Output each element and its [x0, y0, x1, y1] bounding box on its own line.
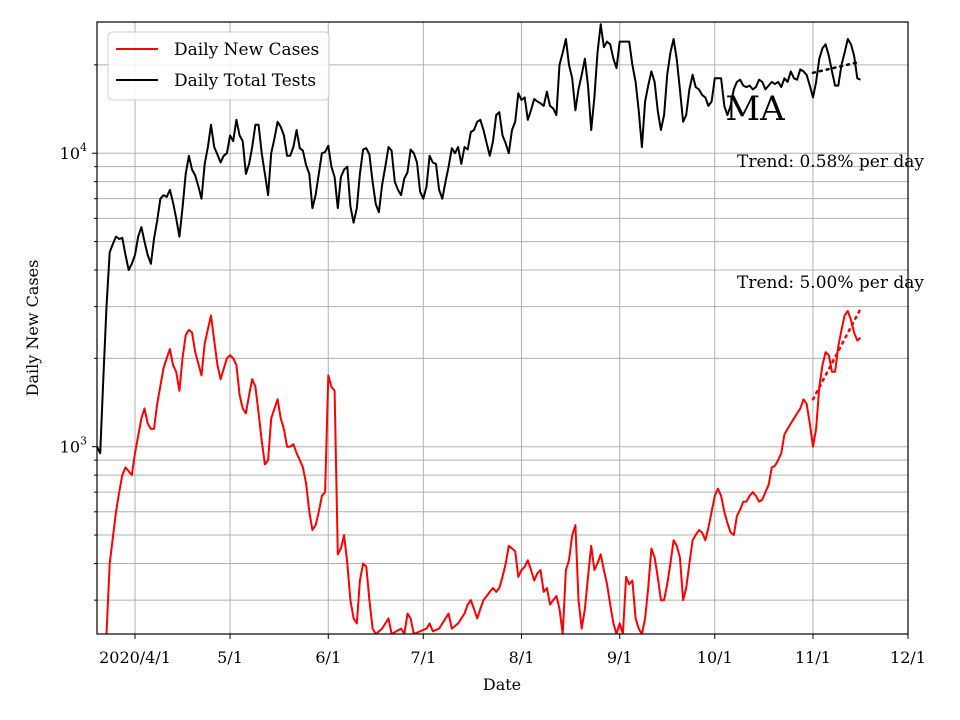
series-layer [97, 23, 862, 634]
y-tick-label: 104 [60, 141, 87, 163]
y-axis-label: Daily New Cases [23, 260, 42, 397]
legend-label-tests: Daily Total Tests [174, 71, 316, 91]
x-axis: 2020/4/1 5/1 6/1 7/1 8/1 9/1 10/1 11/1 12/1 [99, 634, 926, 667]
trend-line-cases [811, 307, 862, 401]
x-tick-label: 2020/4/1 [99, 648, 171, 667]
x-axis-label: Date [483, 675, 521, 694]
legend-box [107, 31, 330, 101]
tests-trend-annotation: Trend: 0.58% per day [737, 152, 924, 172]
x-tick-label: 7/1 [410, 648, 436, 667]
series-line-daily-new-cases [105, 310, 862, 634]
x-tick-label: 11/1 [795, 648, 831, 667]
x-tick-label: 8/1 [509, 648, 535, 667]
y-tick-label: 103 [60, 435, 87, 457]
legend-label-cases: Daily New Cases [174, 40, 319, 60]
x-tick-label: 6/1 [315, 648, 341, 667]
state-label: MA [725, 89, 785, 129]
x-tick-label: 5/1 [217, 648, 243, 667]
x-tick-label: 10/1 [697, 648, 733, 667]
trend-line-tests [811, 60, 862, 75]
legend: Daily New Cases Daily Total Tests [107, 31, 330, 101]
series-line-daily-total-tests [97, 23, 861, 455]
y-axis: 103 104 [60, 64, 97, 601]
x-tick-label: 12/1 [890, 648, 926, 667]
cases-trend-annotation: Trend: 5.00% per day [737, 273, 924, 293]
x-tick-label: 9/1 [607, 648, 633, 667]
plot-frame [96, 21, 909, 635]
